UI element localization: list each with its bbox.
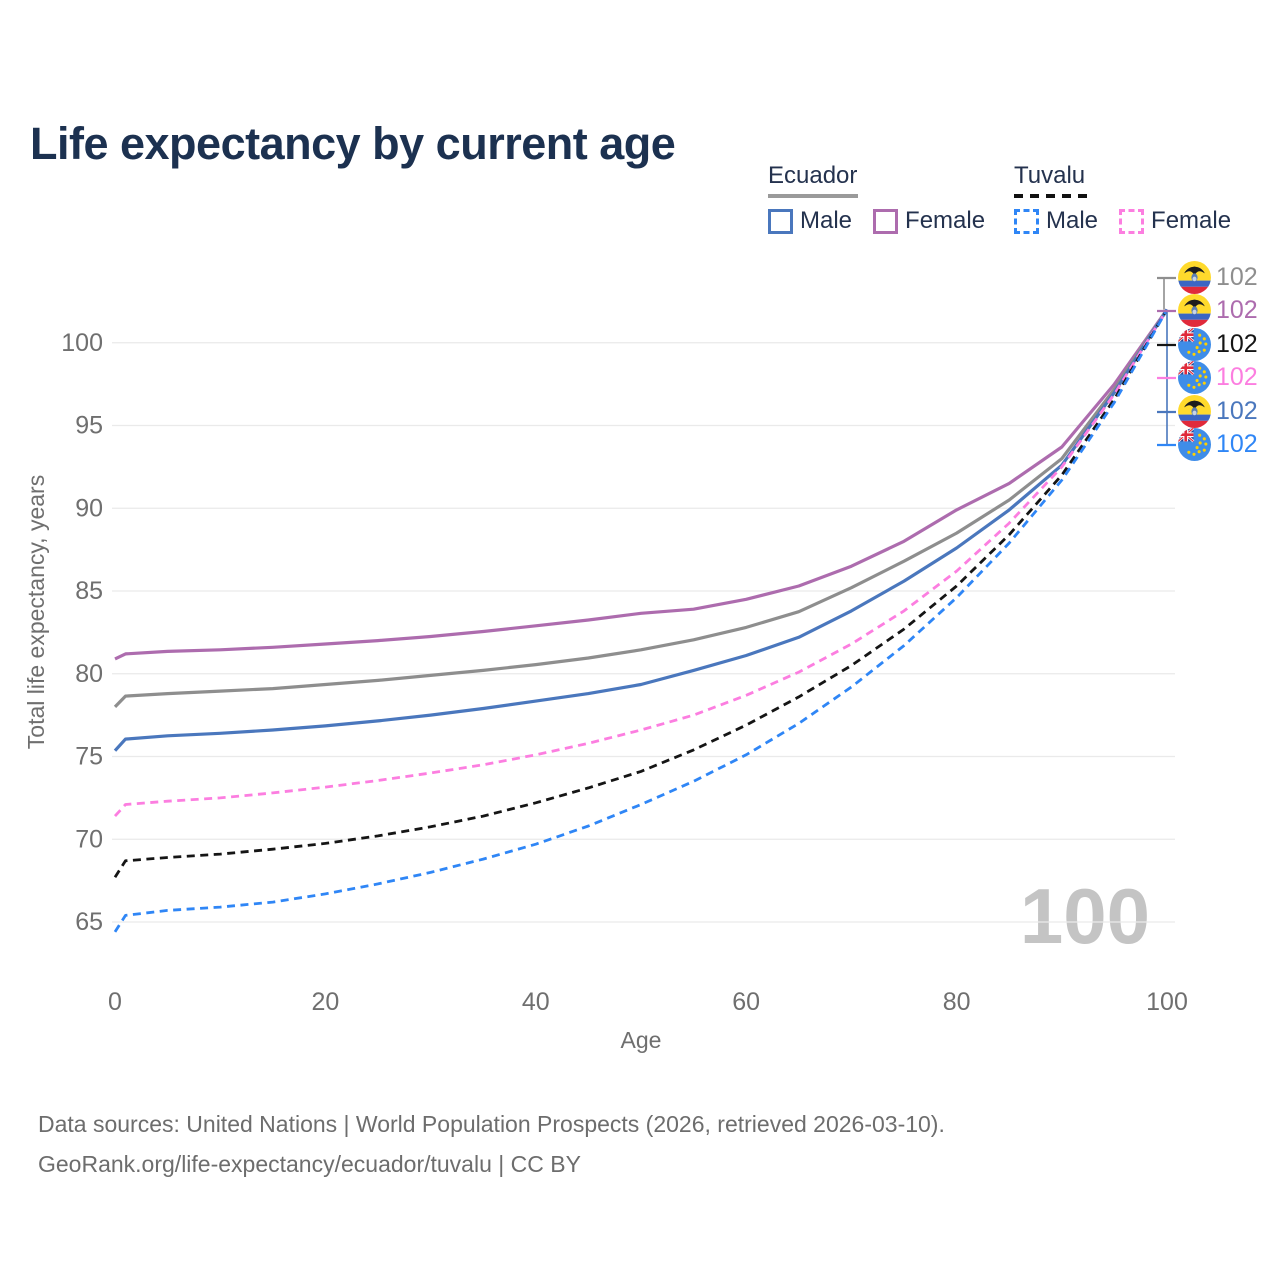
footer: Data sources: United Nations | World Pop…: [38, 1104, 945, 1184]
ecuador-flag-icon: [1178, 261, 1211, 294]
series-line-tuvalu-both[interactable]: [113, 308, 1169, 879]
legend-country-tuvalu[interactable]: Tuvalu: [1014, 162, 1086, 189]
legend-label-ecuador-male: Male: [800, 207, 853, 234]
x-tick-label: 100: [1146, 988, 1188, 1016]
x-tick-label: 0: [108, 988, 122, 1016]
legend-line-swatch-tuvalu: [1014, 194, 1090, 198]
series-line-ecuador-male[interactable]: [113, 308, 1169, 752]
series-line-tuvalu-male[interactable]: [113, 308, 1169, 933]
y-axis-title: Total life expectancy, years: [23, 475, 49, 749]
footer-data-sources: Data sources: United Nations | World Pop…: [38, 1111, 945, 1137]
tuvalu-flag-icon: [1178, 428, 1211, 461]
legend-item-ecuador-male[interactable]: Male: [768, 207, 852, 235]
legend-swatch-ecuador-female: [873, 208, 899, 234]
x-tick-label: 60: [732, 988, 760, 1016]
end-label-tuvalu-both[interactable]: 102: [1178, 328, 1258, 361]
y-tick-label: 95: [75, 412, 103, 440]
footer-attribution: GeoRank.org/life-expectancy/ecuador/tuva…: [38, 1151, 581, 1177]
x-axis-title: Age: [621, 1027, 662, 1053]
series-line-ecuador-female[interactable]: [114, 308, 1169, 661]
series-line-ecuador-both[interactable]: [113, 308, 1169, 709]
legend-swatch-tuvalu-female: [1119, 208, 1145, 234]
end-label-ecuador-female[interactable]: 102: [1178, 294, 1258, 327]
end-label-tuvalu-female[interactable]: 102: [1178, 361, 1258, 394]
legend-label-ecuador-female: Female: [905, 207, 986, 234]
x-tick-label: 20: [311, 988, 339, 1016]
y-tick-label: 70: [75, 825, 103, 853]
tuvalu-flag-icon: [1178, 361, 1211, 394]
legend-swatch-tuvalu-male: [1014, 208, 1039, 234]
legend-group-tuvalu: Tuvalu Male Female: [1014, 162, 1252, 235]
legend-swatch-ecuador-male: [768, 208, 793, 234]
legend-country-ecuador[interactable]: Ecuador: [768, 162, 858, 189]
ecuador-flag-icon: [1178, 395, 1211, 428]
y-tick-label: 80: [75, 660, 103, 688]
series-line-tuvalu-female[interactable]: [113, 308, 1169, 818]
end-value-tuvalu-female: 102: [1216, 363, 1258, 391]
y-tick-label: 90: [75, 494, 103, 522]
end-label-tuvalu-male[interactable]: 102: [1178, 428, 1258, 461]
y-tick-label: 85: [75, 577, 103, 605]
legend-item-ecuador-female[interactable]: Female: [873, 207, 985, 235]
end-value-ecuador-male: 102: [1216, 397, 1258, 425]
age-counter-watermark: 100: [1020, 872, 1150, 960]
legend-label-tuvalu-female: Female: [1151, 207, 1232, 234]
end-value-tuvalu-both: 102: [1216, 330, 1258, 358]
y-tick-label: 75: [75, 743, 103, 771]
end-value-ecuador-female: 102: [1216, 296, 1258, 324]
end-label-ecuador-male[interactable]: 102: [1178, 395, 1258, 428]
legend-line-swatch-ecuador: [768, 194, 858, 198]
end-label-ecuador-both[interactable]: 102: [1178, 261, 1258, 294]
tuvalu-flag-icon: [1178, 328, 1211, 361]
ecuador-flag-icon: [1178, 294, 1211, 327]
y-tick-label: 100: [61, 329, 103, 357]
legend-item-tuvalu-female[interactable]: Female: [1119, 207, 1231, 235]
x-tick-label: 80: [943, 988, 971, 1016]
legend-label-tuvalu-male: Male: [1046, 207, 1099, 234]
x-tick-label: 40: [522, 988, 550, 1016]
end-value-ecuador-both: 102: [1216, 263, 1258, 291]
legend-group-ecuador: Ecuador Male Female: [768, 162, 1006, 235]
legend-item-tuvalu-male[interactable]: Male: [1014, 207, 1098, 235]
y-tick-label: 65: [75, 908, 103, 936]
page-title: Life expectancy by current age: [30, 118, 676, 170]
end-value-tuvalu-male: 102: [1216, 430, 1258, 458]
